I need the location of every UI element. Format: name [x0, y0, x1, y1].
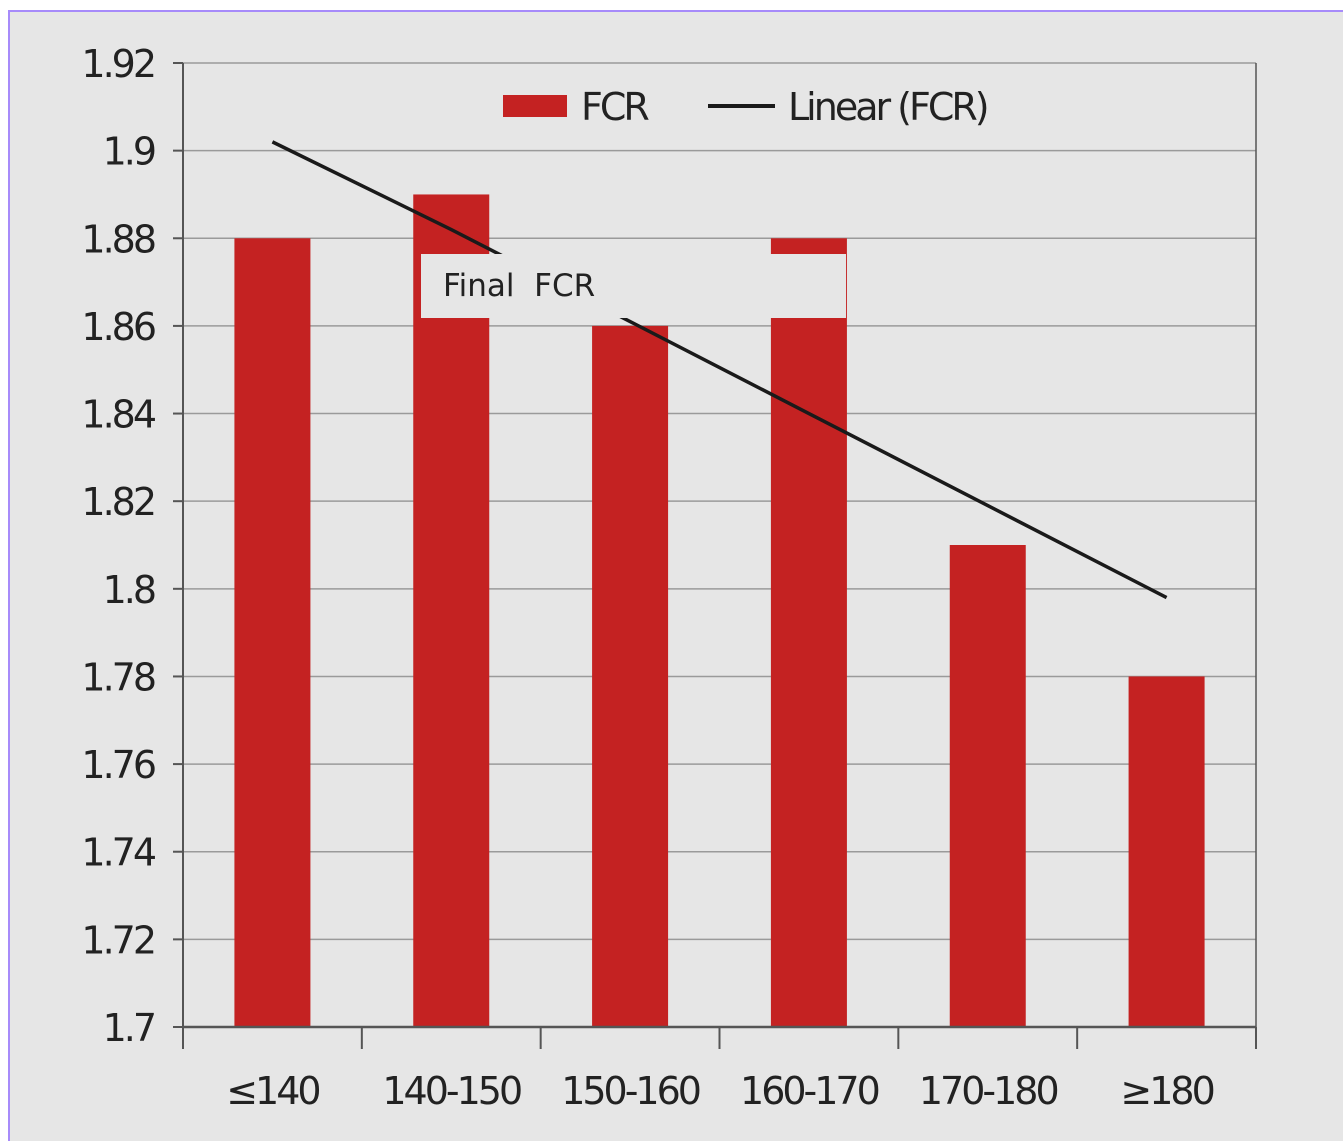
bars: [234, 194, 1205, 1028]
y-tick-label: 1.92: [81, 42, 154, 86]
y-tick-label: 1.74: [81, 831, 155, 875]
bar: [770, 238, 847, 1028]
x-tick-label: 160-170: [740, 1069, 879, 1113]
trendline: [271, 140, 1168, 600]
y-tick-label: 1.72: [81, 918, 154, 962]
legend-label-linear: Linear (FCR): [788, 85, 987, 129]
legend-swatch-fcr: [503, 95, 567, 117]
x-tick-label: ≤140: [226, 1069, 319, 1113]
y-tick-label: 1.7: [103, 1006, 154, 1050]
gridlines: [183, 62, 1256, 1028]
bar: [592, 325, 669, 1028]
legend: FCR Linear (FCR): [503, 85, 990, 129]
y-tick-label: 1.82: [81, 480, 154, 524]
y-tick-label: 1.88: [81, 217, 154, 261]
bar: [949, 545, 1026, 1027]
y-tick-label: 1.9: [103, 130, 155, 174]
y-tick-labels: 1.7 1.72 1.74 1.76 1.78 1.8 1.82 1.84 1.86 1.88 1.…: [81, 42, 158, 1050]
bar: [1128, 676, 1205, 1027]
trend-line: [271, 140, 1168, 600]
x-tick-labels: ≤140 140-150 150-160 160-170 170-180 ≥180: [226, 1069, 1216, 1113]
y-tick-label: 1.86: [81, 305, 154, 349]
x-tick-label: ≥180: [1120, 1069, 1213, 1113]
x-tick-label: 150-160: [561, 1069, 700, 1113]
bar: [413, 194, 490, 1028]
legend-label-fcr: FCR: [581, 85, 649, 129]
x-tick-label: 170-180: [919, 1069, 1058, 1113]
y-tick-label: 1.84: [81, 393, 155, 437]
x-tick-label: 140-150: [382, 1069, 521, 1113]
bar: [234, 238, 311, 1028]
y-tick-label: 1.76: [81, 743, 154, 787]
axes: [173, 62, 1257, 1049]
y-tick-label: 1.78: [81, 655, 154, 699]
y-tick-label: 1.8: [103, 568, 155, 612]
final-fcr-label: Final FCR: [421, 254, 846, 318]
